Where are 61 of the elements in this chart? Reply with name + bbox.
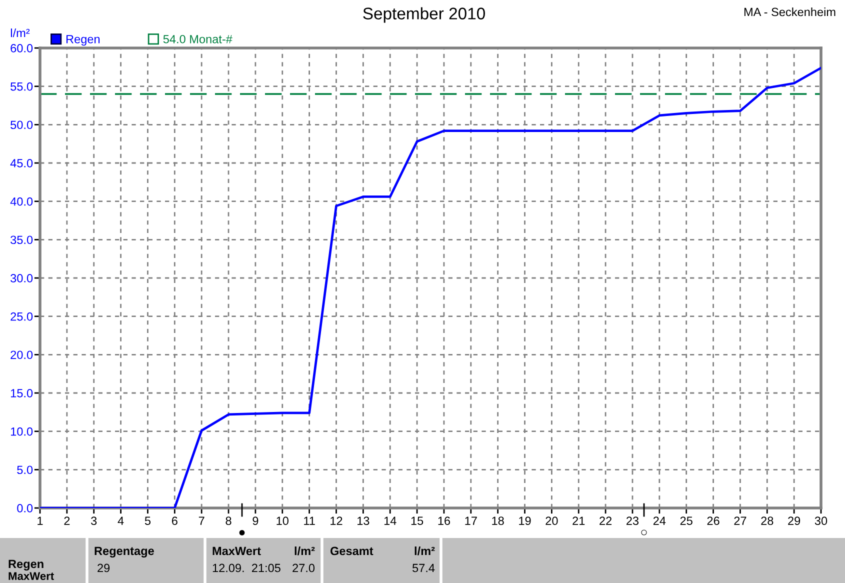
legend-label: 54.0 Monat-# bbox=[163, 34, 232, 44]
y-tick-label: 45.0 bbox=[10, 159, 33, 168]
text: Regen bbox=[8, 560, 44, 570]
text: 27.0 bbox=[292, 564, 315, 572]
y-tick-label: 55.0 bbox=[10, 82, 33, 91]
x-tick-label: 13 bbox=[358, 516, 370, 526]
text: MaxWert bbox=[212, 546, 261, 556]
legend-label: Regen bbox=[66, 35, 100, 46]
x-tick-label: 17 bbox=[465, 516, 477, 525]
x-tick-label: 20 bbox=[546, 516, 558, 526]
x-tick-label: 15 bbox=[411, 516, 424, 526]
x-tick-label: 5 bbox=[144, 516, 151, 526]
y-tick-label: 40.0 bbox=[10, 197, 33, 206]
y-tick-label: 35.0 bbox=[10, 236, 33, 244]
x-tick-label: 3 bbox=[91, 516, 97, 526]
x-tick-label: 24 bbox=[653, 516, 666, 525]
x-tick-label: 8 bbox=[226, 516, 232, 526]
y-tick-label: 60.0 bbox=[10, 44, 33, 52]
y-tick-label: 5.0 bbox=[17, 466, 33, 474]
y-tick-label: 25.0 bbox=[10, 312, 33, 321]
y-tick-label: 20.0 bbox=[10, 350, 33, 360]
x-tick-label: 12 bbox=[330, 516, 342, 525]
x-tick-label: 30 bbox=[814, 516, 828, 526]
x-tick-label: 14 bbox=[384, 516, 396, 525]
text: MaxWert bbox=[8, 572, 54, 580]
x-tick-label: 1 bbox=[38, 516, 43, 525]
x-tick-label: 22 bbox=[600, 516, 612, 525]
text: Gesamt bbox=[330, 546, 374, 556]
x-tick-label: 28 bbox=[761, 516, 774, 526]
x-tick-label: 26 bbox=[707, 516, 720, 526]
text: 12.09. 21:05 bbox=[212, 564, 280, 572]
y-tick-label: 30.0 bbox=[10, 274, 33, 282]
text: ● bbox=[239, 530, 245, 536]
x-tick-label: 11 bbox=[304, 516, 315, 525]
y-axis-title: l/m² bbox=[10, 28, 30, 38]
chart-title: September 2010 bbox=[363, 7, 485, 23]
x-tick-label: 16 bbox=[438, 516, 450, 526]
x-tick-label: 25 bbox=[680, 516, 692, 526]
y-tick-label: 10.0 bbox=[10, 427, 33, 436]
x-tick-label: 21 bbox=[572, 516, 585, 525]
x-tick-label: 9 bbox=[252, 516, 258, 526]
text: 57.4 bbox=[412, 564, 435, 572]
x-tick-label: 6 bbox=[172, 516, 178, 526]
x-tick-label: 7 bbox=[198, 516, 204, 525]
x-tick-label: 19 bbox=[519, 516, 531, 526]
x-tick-label: 29 bbox=[788, 516, 800, 526]
y-tick-label: 50.0 bbox=[10, 120, 33, 130]
text: MA - Seckenheim bbox=[744, 8, 836, 16]
x-tick-label: 27 bbox=[734, 516, 746, 525]
text: ○ bbox=[641, 530, 647, 536]
x-tick-label: 23 bbox=[626, 516, 639, 526]
y-tick-label: 15.0 bbox=[10, 389, 33, 398]
text: 29 bbox=[98, 564, 110, 572]
x-tick-label: 4 bbox=[118, 516, 124, 525]
text: l/m² bbox=[294, 546, 315, 556]
x-tick-label: 18 bbox=[492, 516, 504, 526]
x-tick-label: 2 bbox=[64, 516, 70, 525]
x-tick-label: 10 bbox=[276, 516, 288, 526]
text: Regentage bbox=[94, 546, 154, 558]
y-tick-label: 0.0 bbox=[17, 504, 33, 512]
text: l/m² bbox=[414, 546, 435, 556]
